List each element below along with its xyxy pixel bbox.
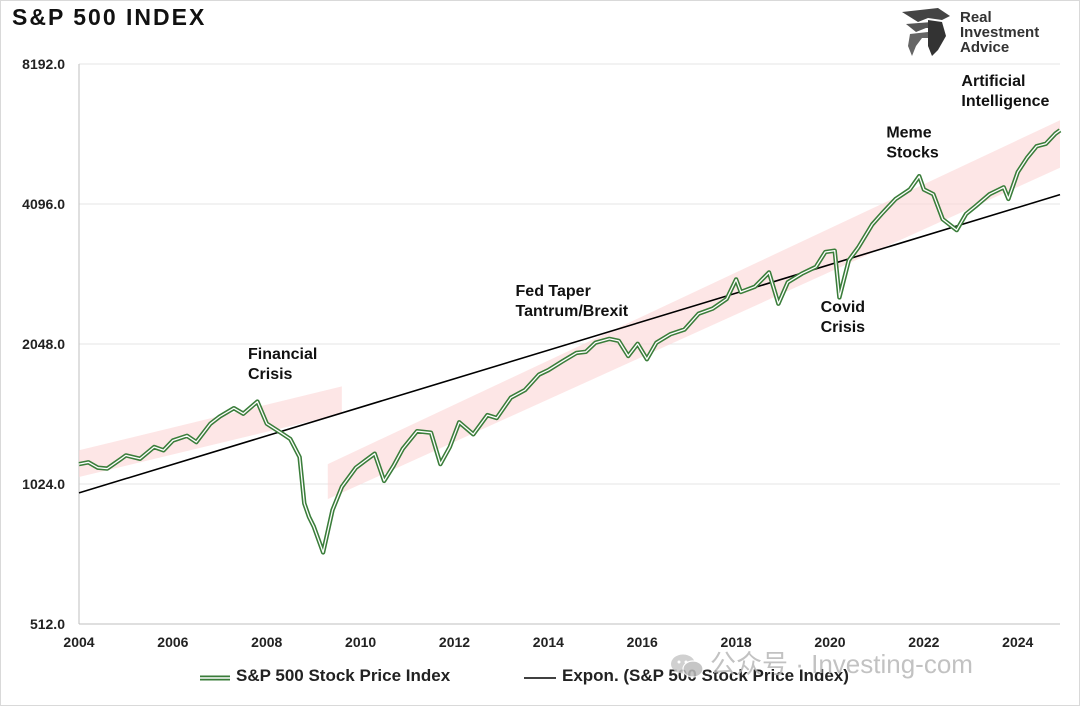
chart-legend: S&P 500 Stock Price Index Expon. (S&P 50…	[0, 664, 1080, 690]
y-tick-label: 8192.0	[22, 56, 65, 72]
brand-line-3: Advice	[960, 39, 1010, 56]
trend-band-1	[327, 120, 1060, 500]
watermark-text: 公众号 · Investing-com	[710, 649, 973, 679]
wechat-icon	[671, 654, 704, 678]
x-tick-label: 2022	[908, 634, 939, 650]
annotation-0-line-0: Financial	[248, 346, 317, 363]
legend-label-sp500: S&P 500 Stock Price Index	[236, 666, 451, 685]
x-tick-label: 2024	[1002, 634, 1033, 650]
x-tick-label: 2012	[439, 634, 470, 650]
x-tick-label: 2020	[814, 634, 845, 650]
x-tick-label: 2010	[345, 634, 376, 650]
annotation-3-line-0: Meme	[886, 124, 931, 141]
y-tick-label: 4096.0	[22, 196, 65, 212]
x-tick-label: 2008	[251, 634, 282, 650]
legend-label-expon: Expon. (S&P 500 Stock Price Index)	[562, 666, 849, 685]
x-tick-label: 2016	[627, 634, 658, 650]
x-tick-label: 2014	[533, 634, 564, 650]
brand-line-1: Real	[960, 9, 992, 26]
annotation-1-line-1: Tantrum/Brexit	[516, 303, 629, 320]
annotation-2-line-0: Covid	[821, 299, 865, 316]
brand-line-2: Investment	[960, 24, 1040, 41]
brand-logo: Real Investment Advice	[898, 6, 1068, 60]
annotation-4-line-1: Intelligence	[961, 93, 1049, 110]
legend-swatch-sp500	[200, 675, 230, 681]
annotation-2-line-1: Crisis	[821, 319, 866, 336]
annotation-3-line-1: Stocks	[886, 144, 939, 161]
legend-swatch-expon	[524, 677, 556, 679]
x-tick-label: 2018	[721, 634, 752, 650]
series-line-sp500-inner	[78, 129, 1061, 554]
watermark: 公众号 · Investing-com	[670, 644, 973, 681]
annotation-1-line-0: Fed Taper	[516, 283, 591, 300]
annotation-0-line-1: Crisis	[248, 366, 293, 383]
x-tick-label: 2004	[63, 634, 94, 650]
y-tick-label: 1024.0	[22, 476, 65, 492]
y-tick-label: 512.0	[30, 616, 65, 632]
brand-logo-text: Real Investment Advice	[960, 10, 1039, 55]
annotation-4-line-0: Artificial	[961, 73, 1025, 90]
x-tick-label: 2006	[157, 634, 188, 650]
eagle-icon	[902, 8, 950, 56]
chart-title: S&P 500 INDEX	[12, 4, 207, 30]
y-tick-label: 2048.0	[22, 336, 65, 352]
trendline-expon	[78, 193, 1061, 494]
